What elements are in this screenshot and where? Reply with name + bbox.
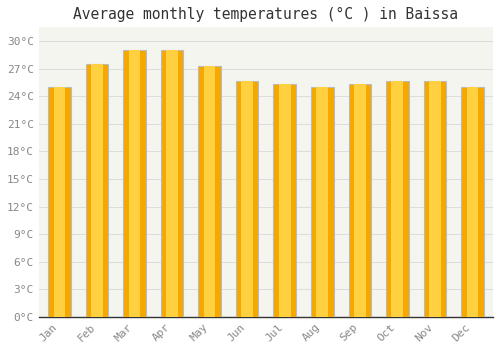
Bar: [54, 87, 66, 317]
Bar: [198, 66, 221, 317]
Bar: [279, 84, 290, 317]
Bar: [316, 87, 328, 317]
Bar: [461, 87, 483, 317]
Bar: [161, 50, 184, 317]
Bar: [386, 80, 408, 317]
Bar: [466, 87, 478, 317]
Bar: [348, 84, 371, 317]
Bar: [124, 50, 146, 317]
Bar: [242, 80, 253, 317]
Bar: [429, 80, 440, 317]
Bar: [86, 64, 108, 317]
Bar: [48, 87, 70, 317]
Bar: [204, 66, 216, 317]
Bar: [236, 80, 258, 317]
Bar: [274, 84, 296, 317]
Bar: [424, 80, 446, 317]
Bar: [91, 64, 103, 317]
Title: Average monthly temperatures (°C ) in Baissa: Average monthly temperatures (°C ) in Ba…: [74, 7, 458, 22]
Bar: [354, 84, 366, 317]
Bar: [128, 50, 140, 317]
Bar: [311, 87, 334, 317]
Bar: [392, 80, 403, 317]
Bar: [166, 50, 178, 317]
